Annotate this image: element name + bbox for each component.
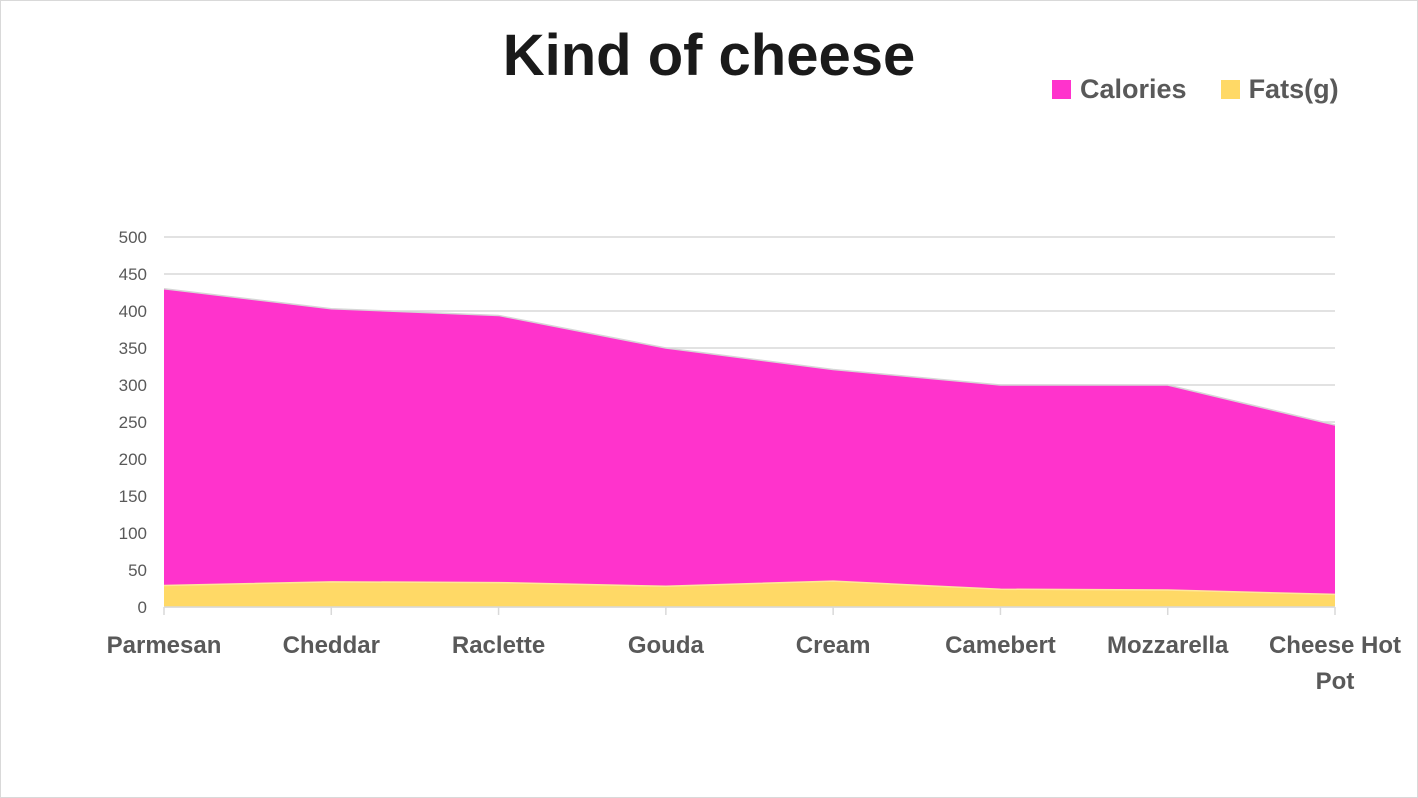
area-edge-1 [163,580,1336,596]
x-category-label: Parmesan [107,632,222,659]
x-axis: Parmesan Cheddar Raclette Gouda Cream Cameber… [107,606,1401,695]
area-series-fats-g [164,581,1335,607]
y-tick-label: 250 [119,413,147,432]
area-series-calories [164,288,1335,607]
y-tick-label: 50 [128,561,147,580]
legend-swatch-calories [1052,80,1071,99]
area-edge-0 [163,288,1336,426]
y-tick-label: 200 [119,450,147,469]
legend-item-calories: Calories [1052,74,1187,105]
x-category-label: Camebert [945,632,1056,659]
y-tick-label: 450 [119,265,147,284]
series-areas [163,288,1336,607]
y-tick-label: 400 [119,302,147,321]
legend-item-fats: Fats(g) [1220,74,1339,105]
chart-legend: Calories Fats(g) [1052,74,1373,105]
y-tick-label: 0 [138,598,147,617]
y-tick-label: 500 [119,228,147,247]
x-category-label: Gouda [628,632,705,659]
y-tick-label: 100 [119,524,147,543]
x-category-label: Cheddar [283,632,380,659]
x-category-label: Raclette [452,632,545,659]
y-axis: 0 50 100 150 200 250 300 350 400 450 500 [119,228,147,617]
x-category-label: Cheese Hot Pot [1269,632,1401,695]
y-tick-label: 350 [119,339,147,358]
legend-label-calories: Calories [1080,74,1187,104]
y-tick-label: 300 [119,376,147,395]
x-category-label: Mozzarella [1107,632,1229,659]
legend-swatch-fats [1220,80,1240,99]
x-category-label: Cream [796,632,871,659]
y-tick-label: 150 [119,487,147,506]
legend-label-fats: Fats(g) [1248,74,1339,104]
chart-title: Kind of cheese [502,23,916,88]
